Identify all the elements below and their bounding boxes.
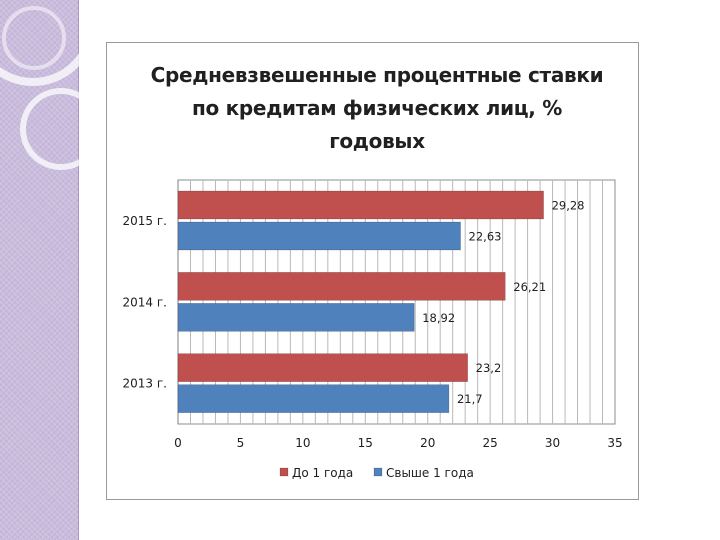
chart-title: Средневзвешенные процентные ставки по кр… <box>150 63 604 153</box>
legend-label: До 1 года <box>292 466 353 480</box>
decorative-ring <box>2 6 66 70</box>
legend-swatch <box>373 467 383 477</box>
x-tick-label: 10 <box>295 436 310 450</box>
x-tick-label: 35 <box>607 436 622 450</box>
x-tick-label: 30 <box>545 436 560 450</box>
x-tick-label: 0 <box>174 436 182 450</box>
data-label: 22,63 <box>469 230 502 244</box>
data-label: 23,2 <box>476 361 502 375</box>
data-label: 29,28 <box>552 199 585 213</box>
decorative-sidebar <box>0 0 102 540</box>
bar <box>177 384 450 413</box>
x-tick-label: 15 <box>358 436 373 450</box>
data-label: 21,7 <box>457 392 483 406</box>
category-label: 2015 г. <box>123 214 167 228</box>
bar <box>177 221 461 251</box>
bar-chart: 0 5 10 15 20 25 30 35 29,28 22,63 2015 г. 26,21 18,9… <box>123 179 623 480</box>
legend-label: Свыше 1 года <box>386 466 474 480</box>
decorative-ring <box>20 88 102 170</box>
x-tick-label: 5 <box>237 436 245 450</box>
bar <box>177 272 506 301</box>
bar <box>177 190 544 220</box>
decorative-ring <box>0 0 96 86</box>
data-label: 26,21 <box>513 280 546 294</box>
category-label: 2014 г. <box>123 295 167 309</box>
legend-swatch <box>279 467 289 477</box>
x-tick-label: 25 <box>483 436 498 450</box>
chart-frame: Средневзвешенные процентные ставки по кр… <box>106 42 639 500</box>
bar <box>177 353 468 382</box>
bar <box>177 303 415 332</box>
category-label: 2013 г. <box>123 377 167 391</box>
data-label: 18,92 <box>422 311 455 325</box>
x-tick-label: 20 <box>420 436 435 450</box>
plot-area <box>177 179 616 425</box>
